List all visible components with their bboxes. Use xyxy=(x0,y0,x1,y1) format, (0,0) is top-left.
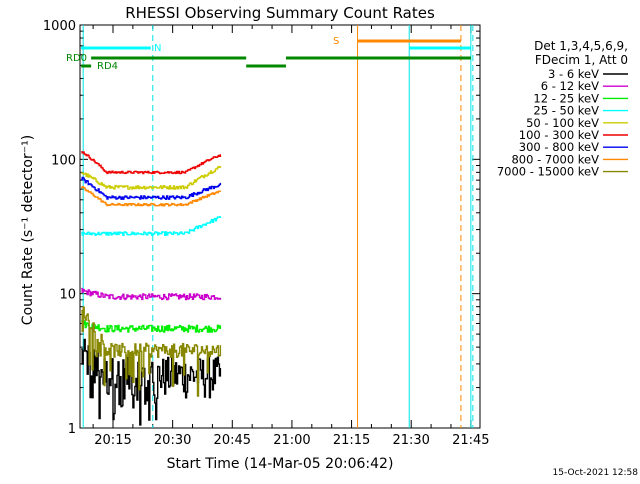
x-tick-label: 21:00 xyxy=(273,433,310,448)
legend-header: Det 1,3,4,5,6,9, xyxy=(534,39,628,53)
legend-label: 25 - 50 keV xyxy=(533,104,599,118)
series-line xyxy=(81,338,222,426)
y-tick-label: 100 xyxy=(51,153,76,168)
series-line xyxy=(81,287,222,301)
x-tick-label: 21:15 xyxy=(333,433,370,448)
y-tick-label: 1000 xyxy=(43,19,76,34)
x-tick-label: 20:30 xyxy=(154,433,191,448)
legend-label: 800 - 7000 keV xyxy=(511,152,599,166)
legend-label: 300 - 800 keV xyxy=(519,140,599,154)
series-line xyxy=(81,185,222,207)
annotation-rd4: RD4 xyxy=(97,61,118,72)
y-tick-label: 10 xyxy=(59,288,76,303)
plot-frame xyxy=(79,24,481,429)
annotation-n: N xyxy=(154,43,161,54)
series-line xyxy=(81,151,222,175)
series-line xyxy=(81,306,222,397)
legend-label: 100 - 300 keV xyxy=(519,128,599,142)
legend-label: 7000 - 15000 keV xyxy=(497,165,599,179)
series-line xyxy=(81,320,222,333)
chart-title: RHESSI Observing Summary Count Rates xyxy=(125,4,435,22)
annotation-rd0: RD0 xyxy=(66,53,87,64)
legend-label: 12 - 25 keV xyxy=(533,91,599,105)
legend-header: FDecim 1, Att 0 xyxy=(535,53,628,67)
x-tick-label: 20:45 xyxy=(214,433,251,448)
series-line xyxy=(81,176,222,201)
x-tick-label: 20:15 xyxy=(94,433,131,448)
y-tick-label: 1 xyxy=(68,422,76,437)
legend-label: 50 - 100 keV xyxy=(526,116,599,130)
x-tick-label: 21:45 xyxy=(452,433,489,448)
timestamp: 15-Oct-2021 12:58 xyxy=(553,468,639,478)
x-axis-label: Start Time (14-Mar-05 20:06:42) xyxy=(167,456,394,472)
legend-label: 3 - 6 keV xyxy=(548,67,599,81)
x-tick-label: 21:30 xyxy=(392,433,429,448)
series-line xyxy=(81,216,222,237)
legend-label: 6 - 12 keV xyxy=(541,79,599,93)
y-axis-label: Count Rate (s⁻¹ detector⁻¹) xyxy=(20,135,36,325)
annotation-s: S xyxy=(333,36,339,47)
series-line xyxy=(81,165,222,190)
